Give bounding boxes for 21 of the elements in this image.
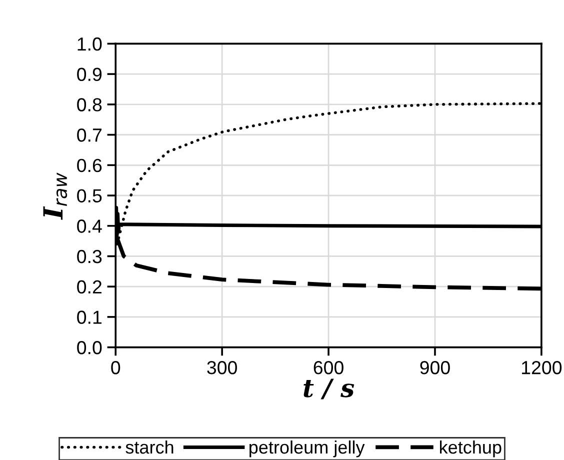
x-tick-label: 300 [207,360,237,374]
x-axis-title: t / s [304,378,354,400]
y-tick-label: 0.1 [77,310,102,324]
x-tick-label: 900 [420,360,450,374]
y-tick-label: 0.4 [77,220,102,233]
y-tick-label: 0.0 [77,341,102,354]
y-tick-label: 0.2 [77,280,102,294]
legend-label: petroleum jelly [250,440,365,458]
legend-label: starch [126,440,174,454]
y-tick-label: 0.9 [77,68,102,82]
y-tick-label: 0.6 [77,158,102,172]
y-tick-label: 0.5 [77,189,102,202]
y-axis-title: I$_{raw}$ [43,172,68,220]
y-tick-label: 1.0 [78,37,102,51]
legend-label: ketchup [440,440,502,458]
y-tick-label: 0.7 [77,128,102,142]
y-tick-label: 0.8 [77,98,102,112]
x-tick-label: 1200 [522,360,562,374]
x-tick-label: 0 [111,360,120,374]
y-tick-label: 0.3 [77,250,102,264]
x-tick-label: 600 [314,360,344,374]
